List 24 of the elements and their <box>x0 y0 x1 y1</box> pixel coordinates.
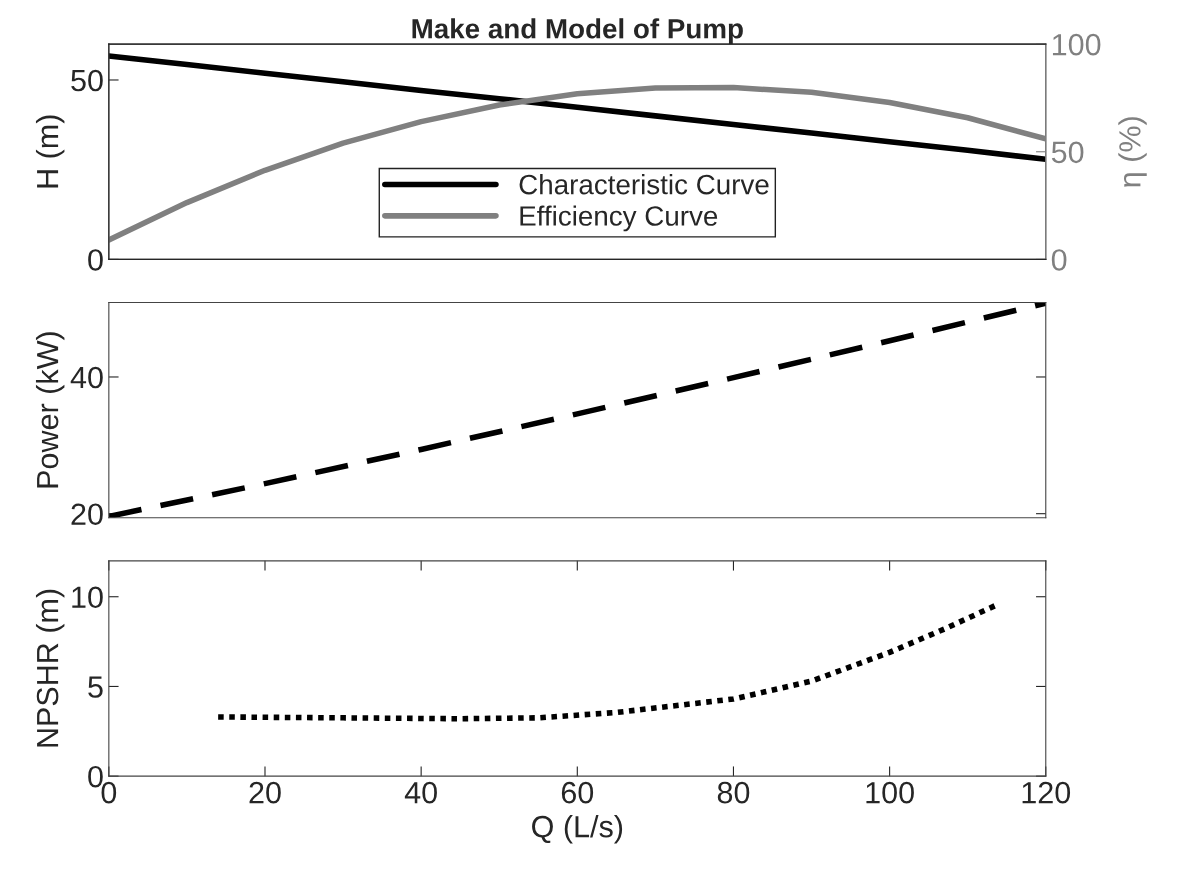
y-axis-title: H (m) <box>35 115 65 188</box>
legend-label: Characteristic Curve <box>519 174 769 195</box>
y2-tick-label: 100 <box>1052 33 1101 56</box>
y-tick-label: 20 <box>71 503 103 526</box>
x-tick-label: 20 <box>249 781 281 804</box>
y-tick-label: 0 <box>88 249 103 271</box>
y-tick-label: 5 <box>88 676 103 698</box>
y2-tick-label: 50 <box>1051 141 1084 164</box>
y2-tick-label: 0 <box>1051 249 1067 271</box>
y-tick-label: 50 <box>71 69 103 92</box>
x-tick-label: 80 <box>717 781 750 804</box>
x-tick-label: 100 <box>866 781 914 804</box>
y-tick-label: 10 <box>72 586 103 609</box>
y2-axis-title: η (%) <box>1118 117 1147 187</box>
y-tick-label: 0 <box>88 765 103 788</box>
x-tick-label: 60 <box>561 781 594 804</box>
y-axis-title: Power (kW) <box>35 332 65 488</box>
x-axis-title: Q (L/s) <box>532 815 623 844</box>
legend-label: Efficiency Curve <box>520 205 718 232</box>
chart-title: Make and Model of Pump <box>412 18 743 45</box>
x-tick-label: 120 <box>1022 781 1071 804</box>
y-axis-title: NPSHR (m) <box>35 589 65 747</box>
y-tick-label: 40 <box>70 366 103 389</box>
x-tick-label: 40 <box>404 781 437 804</box>
